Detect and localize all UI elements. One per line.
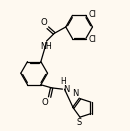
Text: N: N bbox=[73, 89, 79, 98]
Text: Cl: Cl bbox=[88, 10, 96, 19]
Text: NH: NH bbox=[40, 42, 52, 51]
Text: N: N bbox=[63, 85, 69, 94]
Text: O: O bbox=[40, 18, 47, 27]
Text: O: O bbox=[42, 98, 49, 107]
Text: Cl: Cl bbox=[88, 35, 96, 43]
Text: S: S bbox=[77, 118, 82, 127]
Text: H: H bbox=[60, 77, 66, 86]
